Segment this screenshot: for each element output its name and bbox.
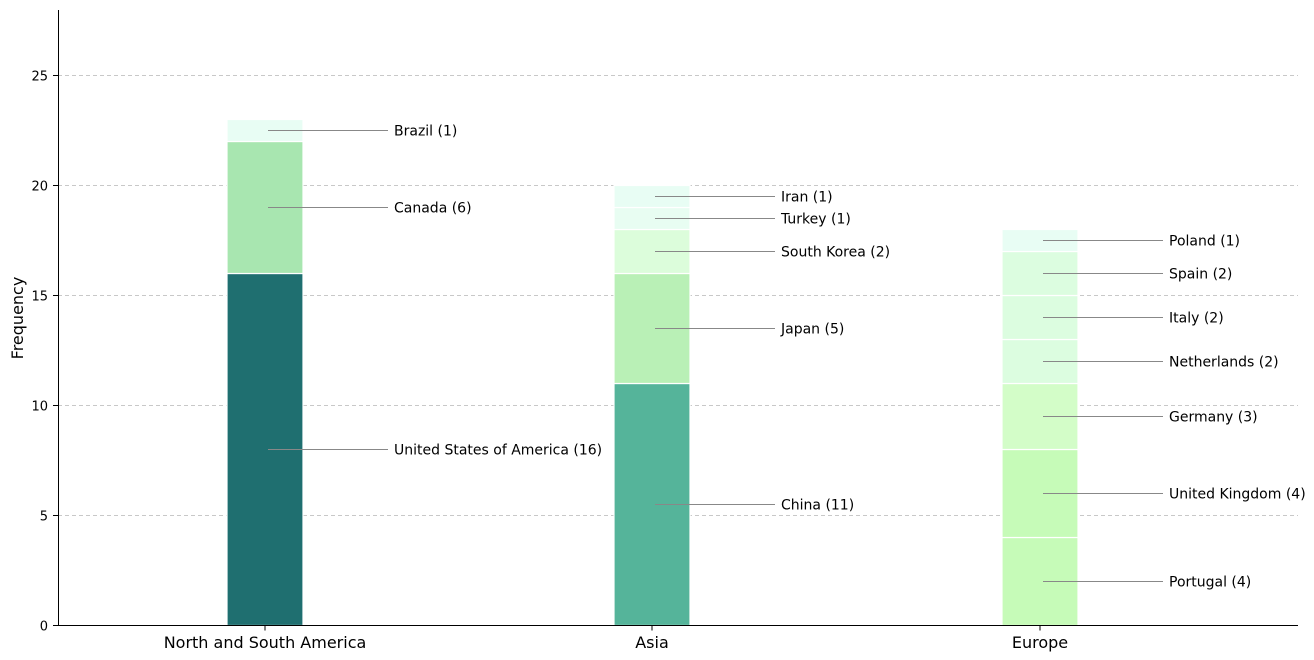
segment-label: United Kingdom (4) bbox=[1169, 487, 1306, 503]
segment-label: Spain (2) bbox=[1169, 267, 1232, 283]
x-category-label: North and South America bbox=[164, 633, 367, 652]
y-tick-label: 15 bbox=[31, 290, 48, 305]
y-axis-label: Frequency bbox=[8, 277, 27, 360]
segment-label: South Korea (2) bbox=[781, 245, 890, 261]
x-category-labels: North and South America Asia Europe bbox=[164, 625, 1068, 652]
segment-label: Portugal (4) bbox=[1169, 575, 1251, 591]
segment-label: Iran (1) bbox=[781, 190, 833, 206]
y-ticks: 0 5 10 15 20 25 bbox=[31, 70, 58, 635]
segment-labels: United States of America (16) Canada (6) B… bbox=[394, 124, 1306, 591]
segment-label: Germany (3) bbox=[1169, 410, 1258, 426]
y-tick-label: 20 bbox=[31, 180, 48, 195]
y-tick-label: 25 bbox=[31, 70, 48, 85]
x-category-label: Asia bbox=[635, 633, 669, 652]
segment-label: Netherlands (2) bbox=[1169, 355, 1279, 371]
segment-label: China (11) bbox=[781, 498, 854, 514]
y-tick-label: 5 bbox=[40, 510, 48, 525]
segment-label: Japan (5) bbox=[780, 322, 844, 338]
segment-label: United States of America (16) bbox=[394, 443, 602, 459]
bars bbox=[226, 118, 1079, 627]
segment-label: Canada (6) bbox=[394, 201, 472, 217]
segment-label: Poland (1) bbox=[1169, 234, 1240, 250]
segment-label: Italy (2) bbox=[1169, 311, 1224, 327]
x-category-label: Europe bbox=[1012, 633, 1068, 652]
y-tick-label: 10 bbox=[31, 400, 48, 415]
leader-lines bbox=[268, 130, 1163, 582]
segment-label: Turkey (1) bbox=[780, 212, 851, 228]
y-tick-label: 0 bbox=[40, 620, 48, 635]
segment-label: Brazil (1) bbox=[394, 124, 457, 140]
